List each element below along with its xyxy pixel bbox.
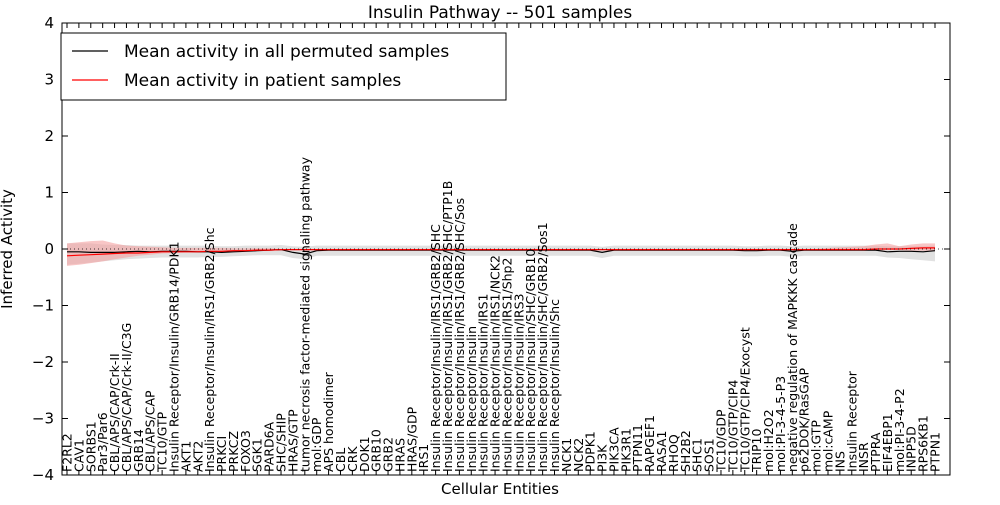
x-tick-label: APS homodimer [321,371,336,472]
chart-title: Insulin Pathway -- 501 samples [368,3,633,23]
x-tick-label: TC10/GDP [714,409,729,473]
x-axis-tick-labels: F2RL2CAV1SORBS1Par3/Par6CBL/APS/CAP/Crk-… [60,23,943,475]
x-tick-label: NCK1 [559,438,574,472]
x-tick-label: Insulin Receptor/Insulin/IRS1/NCK2 [488,255,503,472]
legend-box [60,32,507,101]
x-tick-label: TC10/GTP [155,411,170,473]
x-tick-label: CRK [345,446,360,472]
x-tick-label: PTPN1 [928,432,943,472]
x-tick-label: CAV1 [71,439,86,472]
x-tick-label: Insulin Receptor/Insulin/SHC/GRB10 [523,249,538,472]
x-tick-label: PTPN11 [630,424,645,472]
y-tick-label: −2 [32,353,54,371]
y-tick-label: 1 [44,184,54,202]
x-tick-label: SH2B2 [678,430,693,472]
x-tick-label: TC10/GTP/CIP4/Exocyst [737,327,752,473]
x-tick-label: Par3/Par6 [95,412,110,472]
x-tick-label: F2RL2 [60,433,75,472]
y-tick-label: −3 [32,410,54,428]
x-tick-label: HRAS/GDP [404,406,419,472]
y-tick-label: 4 [44,14,54,32]
x-tick-label: Insulin Receptor/Insulin/GRB14/PDK1 [167,241,182,472]
x-tick-label: Insulin Receptor/Insulin/Shc [547,299,562,472]
x-tick-label: GRB2 [381,437,396,472]
x-tick-label: mol:H2O2 [761,409,776,472]
y-tick-label: −4 [32,466,54,484]
y-axis-label: Inferred Activity [0,189,16,309]
x-tick-label: Insulin Receptor/Insulin/SHC/GRB2/Sos1 [535,222,550,472]
x-tick-label: PARD6A [262,421,277,472]
x-tick-label: RAPGEF1 [642,415,657,472]
x-tick-label: Insulin Receptor/Insulin/IRS1/GRB2/SHC/S… [452,198,467,472]
x-tick-label: INS [832,451,847,472]
x-tick-label: PIK3CA [607,427,622,472]
x-tick-label: mol:GTP [809,420,824,472]
series-lines [62,247,950,257]
x-tick-label: RHOQ [666,434,681,472]
x-tick-label: Insulin Receptor/Insulin/IRS1/GRB2/SHC [428,224,443,472]
legend-label-permuted: Mean activity in all permuted samples [124,42,449,62]
x-tick-label: RPS6KB1 [916,415,931,472]
x-tick-label: Insulin Receptor/Insulin/IRS1/GRB2/SHC/P… [440,181,455,472]
x-tick-label: mol:GDP [309,417,324,472]
x-tick-label: Insulin Receptor/Insulin/IRS1/Shp2 [499,258,514,472]
x-tick-label: mol:PI-3-4-P2 [892,388,907,472]
x-tick-label: TC10/GTP/CIP4 [725,380,740,473]
x-tick-label: p62DOK/RasGAP [797,367,812,472]
legend: Mean activity in all permuted samples Me… [60,32,507,101]
x-tick-label: FOXO3 [238,430,253,472]
y-tick-label: −1 [32,297,54,315]
x-tick-label: PIK3R1 [618,428,633,472]
x-tick-label: INSR [856,442,871,472]
x-tick-label: Insulin Receptor/Insulin/IRS1/GRB2/Shc [202,227,217,472]
x-tick-label: NCK2 [571,438,586,472]
x-tick-label: HRAS/GTP [285,409,300,472]
x-axis-label: Cellular Entities [441,480,559,498]
x-tick-label: RASA1 [654,431,669,472]
y-axis-ticks: −4 −3 −2 −1 0 1 2 3 4 [32,14,950,484]
y-tick-label: 2 [44,127,54,145]
x-tick-label: TRIP10 [749,429,764,473]
x-tick-label: SOS1 [702,438,717,472]
x-tick-label: PDPK1 [583,431,598,472]
plot-frame [61,22,951,476]
x-tick-label: CBL/APS/CAP/Crk-II/C3G [119,323,134,472]
x-tick-label: GRB10 [369,429,384,472]
x-tick-label: CBL [333,448,348,472]
x-tick-label: Insulin Receptor [844,370,859,472]
x-tick-label: Insulin Receptor/Insulin [464,326,479,472]
x-tick-label: INPP5D [904,426,919,472]
x-tick-label: HRAS [392,438,407,472]
x-tick-label: tumor necrosis factor-mediated signaling… [297,156,312,472]
x-tick-label: PI3K [595,444,610,472]
x-tick-label: IRS1 [416,444,431,472]
x-tick-label: PRKCI [214,436,229,472]
x-tick-label: SORBS1 [83,421,98,472]
x-tick-label: Insulin Receptor/Insulin/IRS1 [476,294,491,472]
y-tick-label: 0 [44,240,54,258]
series-line-patient [66,247,935,257]
x-tick-label: SHC/SHIP [274,413,289,472]
x-tick-label: CBL/APS/CAP [143,390,158,472]
x-tick-label: negative regulation of MAPKKK cascade [785,223,800,472]
x-tick-label: CBL/APS/CAP/Crk-II [107,353,122,472]
x-tick-label: EIF4EBP1 [880,413,895,472]
y-tick-label: 3 [44,71,54,89]
x-tick-label: Insulin Receptor/Insulin/IRS3 [511,294,526,472]
x-tick-label: PTPRA [868,432,883,472]
x-tick-label: AKT2 [190,441,205,472]
x-tick-label: PRKCZ [226,431,241,472]
x-tick-label: AKT1 [178,441,193,472]
x-tick-label: mol:PI-3-4-5-P3 [773,376,788,472]
x-tick-label: SHC1 [690,438,705,472]
x-tick-label: GRB14 [131,429,146,472]
x-tick-label: DOK1 [357,436,372,472]
legend-label-patient: Mean activity in patient samples [124,71,401,91]
x-tick-label: SGK1 [250,438,265,472]
x-tick-label: mol:cAMP [821,410,836,472]
